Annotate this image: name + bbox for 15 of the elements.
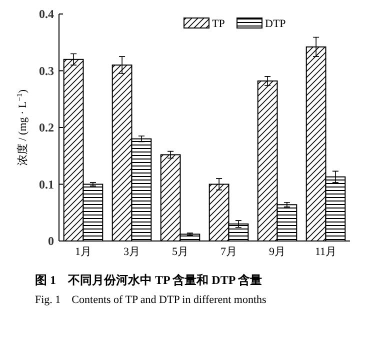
y-tick-label: 0.1 <box>39 177 54 192</box>
legend-label: DTP <box>265 18 286 30</box>
x-tick-label: 9月 <box>269 246 286 258</box>
caption: 图 1 不同月份河水中 TP 含量和 DTP 含量 <box>35 273 262 287</box>
y-tick-label: 0.4 <box>39 7 54 21</box>
y-tick-label: 0.2 <box>39 120 54 134</box>
x-tick-label: 5月 <box>172 246 188 258</box>
caption: Fig. 1 Contents of TP and DTP in different months <box>35 294 266 306</box>
x-tick-label: 1月 <box>75 246 92 258</box>
y-tick-label: 0 <box>48 234 54 248</box>
x-tick-label: 3月 <box>124 246 140 258</box>
x-tick-label: 11月 <box>314 246 337 258</box>
y-tick-label: 0.3 <box>39 64 54 78</box>
legend-label: TP <box>212 18 225 30</box>
x-tick-label: 7月 <box>220 246 237 258</box>
